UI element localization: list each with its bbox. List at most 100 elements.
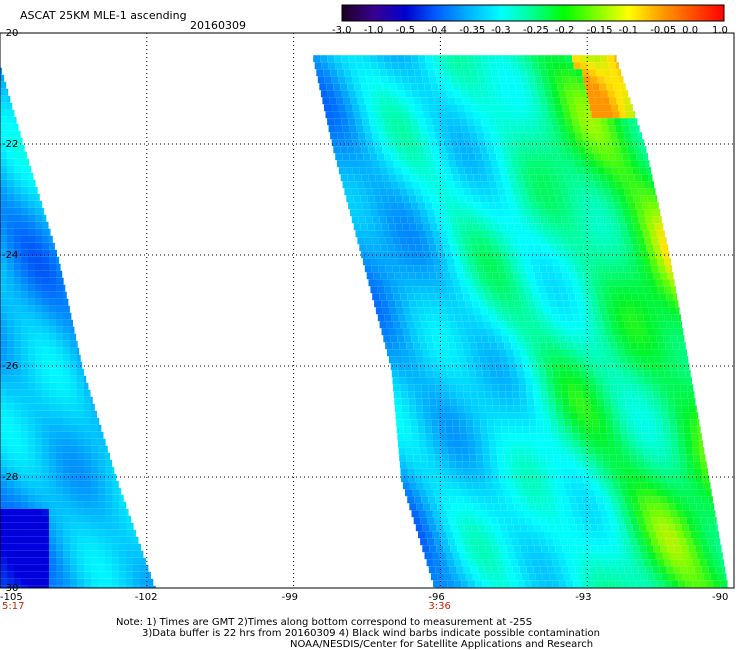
swath-cell: [419, 62, 427, 70]
swath-cell: [510, 489, 517, 497]
swath-cell: [482, 489, 489, 497]
swath-cell: [452, 83, 460, 91]
swath-cell: [585, 552, 593, 560]
swath-cell: [622, 489, 629, 497]
swath-cell: [359, 76, 367, 84]
swath-cell: [548, 104, 555, 112]
swath-cell: [454, 125, 462, 133]
swath-cell: [407, 188, 415, 196]
swath-cell: [578, 552, 586, 560]
swath-cell: [550, 279, 558, 287]
swath-cell: [519, 293, 527, 301]
swath-cell: [415, 349, 422, 357]
swath-cell: [441, 342, 449, 350]
colorbar: [341, 4, 725, 22]
swath-cell: [494, 426, 502, 434]
swath-cell: [590, 405, 598, 413]
swath-cell: [383, 90, 391, 98]
swath-cell: [464, 104, 471, 112]
swath-cell: [565, 202, 573, 210]
swath-cell: [412, 314, 420, 322]
swath-cell: [664, 370, 672, 378]
swath-cell: [573, 370, 581, 378]
swath-cell: [42, 585, 49, 589]
swath-cell: [70, 417, 77, 425]
swath-cell: [487, 279, 495, 287]
swath-cell: [587, 314, 595, 322]
swath-cell: [362, 118, 370, 126]
swath-cell: [532, 209, 539, 217]
swath-cell: [514, 223, 522, 231]
swath-cell: [56, 494, 63, 502]
swath-cell: [334, 90, 342, 98]
swath-cell: [21, 424, 28, 432]
swath-cell: [14, 228, 21, 236]
swath-cell: [525, 342, 533, 350]
swath-cell: [525, 209, 532, 217]
swath-cell: [411, 230, 419, 238]
swath-cell: [681, 349, 687, 357]
swath-cell: [494, 251, 502, 259]
swath-cell: [112, 501, 119, 509]
swath-cell: [582, 188, 590, 196]
swath-cell: [629, 440, 636, 448]
swath-cell: [570, 412, 578, 420]
swath-cell: [653, 272, 661, 280]
swath-cell: [513, 475, 521, 483]
swath-cell: [682, 482, 690, 490]
swath-cell: [35, 284, 42, 292]
swath-cell: [628, 118, 636, 126]
swath-cell: [119, 564, 126, 572]
swath-cell: [568, 132, 576, 140]
swath-cell: [480, 552, 488, 560]
swath-cell: [21, 382, 28, 390]
swath-cell: [496, 314, 504, 322]
swath-cell: [584, 300, 592, 308]
swath-cell: [662, 419, 670, 427]
swath-cell: [620, 419, 628, 427]
swath-cell: [387, 244, 395, 252]
swath-cell: [479, 195, 487, 203]
swath-cell: [405, 153, 413, 161]
swath-cell: [56, 396, 63, 404]
swath-cell: [642, 230, 650, 238]
swath-cell: [597, 76, 605, 84]
swath-cell: [488, 90, 496, 98]
swath-cell: [394, 405, 402, 413]
swath-cell: [387, 272, 395, 280]
swath-cell: [498, 293, 506, 301]
swath-cell: [42, 214, 47, 222]
swath-cell: [553, 342, 561, 350]
swath-cell: [557, 426, 565, 434]
swath-cell: [126, 564, 133, 572]
swath-cell: [112, 487, 119, 495]
swath-cell: [14, 557, 21, 565]
swath-cell: [28, 480, 35, 488]
swath-cell: [618, 76, 624, 84]
swath-cell: [440, 153, 448, 161]
swath-cell: [384, 62, 392, 70]
swath-cell: [438, 552, 446, 560]
swath-cell: [451, 503, 459, 511]
swath-cell: [398, 62, 406, 70]
swath-cell: [483, 538, 491, 546]
swath-cell: [455, 517, 463, 525]
swath-cell: [21, 151, 27, 159]
swath-cell: [548, 244, 556, 252]
swath-cell: [612, 111, 620, 119]
swath-cell: [662, 307, 670, 315]
swath-cell: [551, 90, 559, 98]
swath-cell: [605, 328, 613, 336]
swath-cell: [56, 284, 63, 292]
swath-cell: [573, 153, 581, 161]
swath-cell: [531, 447, 539, 455]
swath-cell: [7, 452, 14, 460]
swath-cell: [394, 76, 402, 84]
swath-cell: [140, 550, 144, 558]
swath-cell: [0, 438, 7, 446]
swath-cell: [662, 426, 670, 434]
swath-cell: [651, 454, 659, 462]
swath-cell: [630, 265, 638, 273]
swath-cell: [598, 328, 606, 336]
swath-cell: [424, 251, 432, 259]
